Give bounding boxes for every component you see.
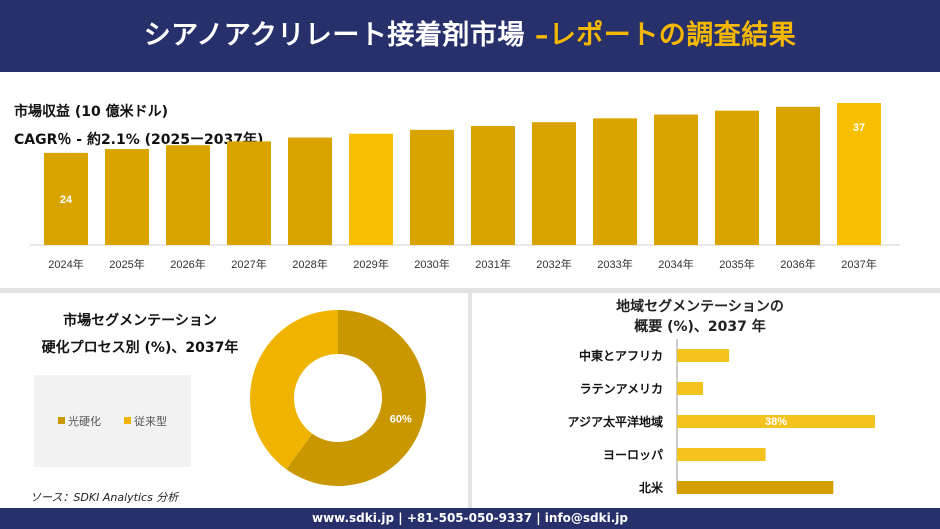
legend-label-1: 従来型	[134, 415, 167, 428]
report-title-accent: –レポートの調査結果	[534, 20, 797, 51]
bar-4	[288, 137, 332, 245]
revenue-bar-chart: 2024年 24 2025年 2026年 2027年 2028年 2029年 2030年 203…	[30, 103, 900, 271]
legend-item-0: 光硬化	[58, 413, 101, 429]
legend-item-1: 従来型	[124, 413, 167, 429]
bar-12	[776, 106, 820, 246]
x-tick-label-8: 2032年	[536, 257, 571, 271]
legend-swatch-1	[124, 417, 131, 424]
region-label-3: ヨーロッパ	[603, 448, 663, 462]
bar-3	[227, 141, 271, 245]
bar-7	[471, 126, 515, 245]
region-bar-4	[677, 481, 834, 494]
legend-label-0: 光硬化	[68, 415, 101, 428]
region-data-label-2: 38%	[765, 416, 787, 428]
donut-data-label-0: 60%	[390, 413, 412, 425]
bar-8	[532, 122, 576, 245]
x-tick-label-12: 2036年	[780, 257, 815, 271]
region-title: 地域セグメンテーションの 概要 (%)、2037 年	[560, 297, 840, 337]
x-tick-label-13: 2037年	[841, 257, 876, 271]
cagr-label: CAGR％ - 約2.1% (2025ー2037年)	[14, 132, 264, 148]
revenue-label: 市場収益 (10 億米ドル)	[14, 104, 169, 120]
report-title-main: シアノアクリレート接着剤市場	[143, 20, 535, 51]
footer: www.sdki.jp | +81-505-050-9337 | info@sd…	[0, 508, 940, 529]
source-note: ソース：SDKI Analytics 分析	[30, 491, 179, 504]
region-title-line2: 概要 (%)、2037 年	[634, 319, 766, 335]
bar-6	[410, 129, 454, 245]
x-tick-label-1: 2025年	[109, 257, 144, 271]
section-divider-horizontal	[0, 288, 940, 293]
bar-5	[349, 133, 393, 245]
region-bar-0	[677, 349, 730, 362]
curing-process-donut-chart: 60%	[250, 310, 426, 486]
donut-slice-0	[286, 310, 426, 486]
x-tick-label-9: 2033年	[597, 257, 632, 271]
region-bar-2	[677, 415, 875, 428]
x-tick-label-10: 2034年	[658, 257, 693, 271]
region-label-0: 中東とアフリカ	[579, 348, 663, 363]
x-tick-label-7: 2031年	[475, 257, 510, 271]
region-label-2: アジア太平洋地域	[567, 414, 663, 429]
donut-slice-1	[250, 310, 338, 470]
bar-11	[715, 110, 759, 245]
region-label-1: ラテンアメリカ	[580, 382, 663, 396]
region-bar-1	[677, 382, 704, 395]
x-tick-label-6: 2030年	[414, 257, 449, 271]
report-title: シアノアクリレート接着剤市場 –レポートの調査結果	[0, 0, 940, 72]
bar-0	[44, 152, 88, 245]
report-header: シアノアクリレート接着剤市場 –レポートの調査結果	[0, 0, 940, 72]
bar-13	[837, 103, 881, 245]
bar-9	[593, 118, 637, 245]
segment-title: 市場セグメンテーション 硬化プロセス別 (%)、2037年	[0, 308, 280, 362]
bar-data-label-13: 37	[853, 122, 865, 134]
x-tick-label-5: 2029年	[353, 257, 388, 271]
section-divider-vertical	[468, 293, 472, 508]
x-tick-label-2: 2026年	[170, 257, 205, 271]
bar-2	[166, 145, 210, 245]
x-tick-label-3: 2027年	[231, 257, 266, 271]
legend-swatch-0	[58, 417, 65, 424]
bar-data-label-0: 24	[60, 194, 73, 206]
region-bar-3	[677, 448, 766, 461]
region-title-line1: 地域セグメンテーションの	[616, 299, 784, 315]
donut-legend: 光硬化 従来型	[34, 375, 191, 467]
x-tick-label-11: 2035年	[719, 257, 754, 271]
footer-contact: www.sdki.jp | +81-505-050-9337 | info@sd…	[311, 511, 628, 525]
segment-title-line2: 硬化プロセス別 (%)、2037年	[41, 340, 239, 356]
bar-10	[654, 114, 698, 245]
x-tick-label-4: 2028年	[292, 257, 327, 271]
bar-1	[105, 149, 149, 245]
region-label-4: 北米	[639, 480, 664, 495]
x-tick-label-0: 2024年	[48, 257, 83, 271]
segment-title-line1: 市場セグメンテーション	[63, 313, 217, 329]
